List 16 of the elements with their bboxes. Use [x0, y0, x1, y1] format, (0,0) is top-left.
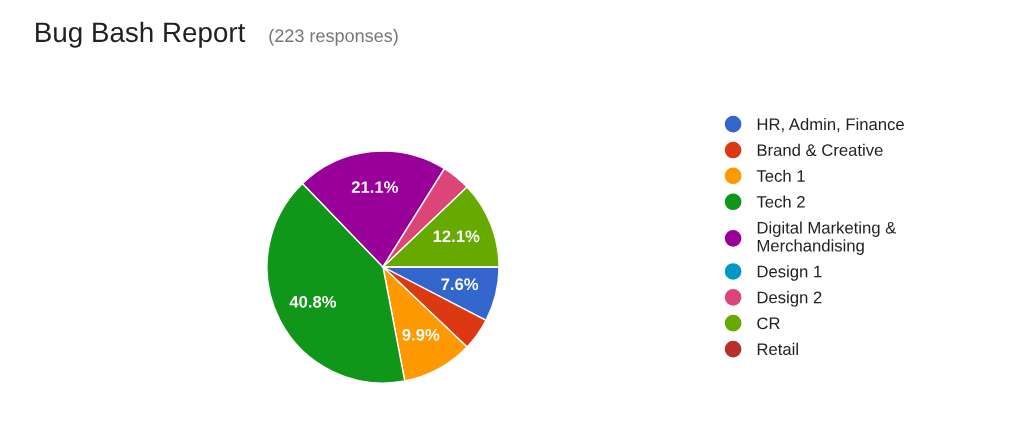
data-label: 7.6%	[441, 278, 479, 291]
chart-title: Bug Bash Report	[36, 21, 246, 48]
legend-label: HR, Admin, Finance	[757, 117, 904, 133]
legend-label: Design 2	[757, 291, 822, 307]
data-label: 9.9%	[402, 328, 440, 341]
legend-label: Retail	[757, 342, 798, 356]
data-label: 12.1%	[433, 230, 480, 243]
legend-label: Design 1	[757, 265, 822, 281]
legend-label: Tech 2	[756, 195, 805, 208]
data-label: 21.1%	[351, 181, 399, 193]
legend-label: Tech 1	[756, 169, 805, 182]
legend-label: Brand & Creative	[757, 143, 883, 157]
legend-label: Digital Marketing & Merchandising	[757, 221, 897, 255]
chart-subtitle: (223 responses)	[269, 28, 398, 46]
legend-label: CR	[757, 317, 780, 330]
data-label: 40.8%	[289, 295, 337, 308]
